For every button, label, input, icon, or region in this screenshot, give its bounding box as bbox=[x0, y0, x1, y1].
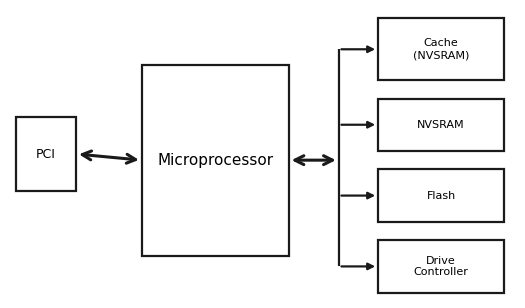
Text: Flash: Flash bbox=[426, 191, 456, 201]
Text: NVSRAM: NVSRAM bbox=[417, 120, 465, 130]
Text: Cache
(NVSRAM): Cache (NVSRAM) bbox=[413, 38, 469, 60]
Bar bbox=[378, 99, 504, 151]
Text: PCI: PCI bbox=[36, 148, 56, 160]
Text: Drive
Controller: Drive Controller bbox=[414, 256, 468, 277]
Text: Microprocessor: Microprocessor bbox=[157, 153, 274, 168]
Bar bbox=[142, 65, 289, 256]
Bar bbox=[378, 240, 504, 293]
Bar bbox=[378, 169, 504, 222]
Bar bbox=[378, 18, 504, 80]
Bar bbox=[16, 117, 76, 191]
